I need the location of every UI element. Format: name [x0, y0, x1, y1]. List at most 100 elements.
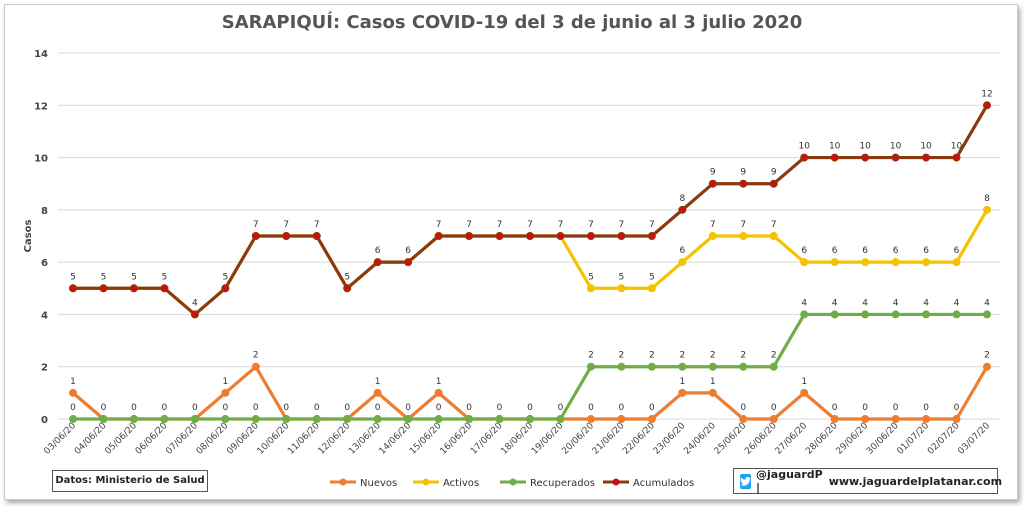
data-label-recuperados: 2 — [740, 351, 746, 361]
x-tick-label: 07/06/20 — [164, 421, 200, 457]
data-label-recuperados: 2 — [649, 351, 655, 361]
data-point-recuperados — [891, 310, 900, 319]
data-label-activos: 8 — [984, 194, 990, 204]
data-label-acumulados: 7 — [619, 220, 625, 230]
x-tick-label: 28/06/20 — [804, 421, 840, 457]
data-point-acumulados — [556, 232, 565, 240]
x-tick-label: 23/06/20 — [652, 421, 688, 457]
data-label-recuperados: 4 — [832, 298, 838, 308]
data-label-acumulados: 6 — [375, 246, 381, 256]
data-label-nuevos: 0 — [588, 403, 594, 413]
data-point-recuperados — [922, 310, 931, 319]
data-point-activos — [800, 258, 809, 267]
data-label-acumulados: 7 — [527, 220, 533, 230]
data-point-acumulados — [221, 284, 230, 293]
data-point-acumulados — [434, 232, 443, 240]
x-tick-label: 01/07/20 — [896, 421, 932, 457]
data-point-acumulados — [617, 232, 626, 240]
data-label-nuevos: 1 — [375, 377, 381, 387]
data-point-activos — [769, 232, 778, 240]
data-point-acumulados — [861, 153, 870, 162]
data-point-recuperados — [617, 362, 626, 371]
data-label-activos: 6 — [832, 246, 838, 256]
y-tick-label: 0 — [41, 415, 48, 426]
data-label-recuperados: 4 — [801, 298, 807, 308]
data-point-activos — [983, 205, 991, 214]
data-point-recuperados — [708, 362, 717, 371]
data-point-activos — [739, 232, 748, 240]
chart-title: SARAPIQUÍ: Casos COVID-19 del 3 de junio… — [221, 12, 803, 33]
data-point-recuperados — [221, 415, 230, 423]
legend-label-activos: Activos — [443, 478, 479, 489]
data-point-acumulados — [495, 232, 504, 240]
data-point-nuevos — [861, 415, 870, 423]
data-point-recuperados — [69, 415, 77, 423]
data-label-nuevos: 1 — [801, 377, 807, 387]
data-point-activos — [586, 284, 595, 293]
data-label-nuevos: 0 — [893, 403, 899, 413]
data-point-nuevos — [769, 415, 778, 423]
y-tick-label: 2 — [41, 363, 48, 374]
y-tick-label: 14 — [34, 49, 48, 60]
data-point-acumulados — [129, 284, 138, 293]
data-point-nuevos — [617, 415, 626, 423]
data-point-recuperados — [434, 415, 443, 423]
data-point-recuperados — [343, 415, 352, 423]
x-tick-label: 14/06/20 — [378, 421, 414, 457]
data-label-nuevos: 0 — [649, 403, 655, 413]
data-label-acumulados: 7 — [558, 220, 564, 230]
data-point-activos — [617, 284, 626, 293]
data-point-nuevos — [586, 415, 595, 423]
data-point-acumulados — [678, 205, 687, 214]
data-point-recuperados — [373, 415, 382, 423]
x-tick-label: 21/06/20 — [591, 421, 627, 457]
data-label-recuperados: 2 — [710, 351, 716, 361]
data-label-recuperados: 0 — [527, 403, 533, 413]
x-tick-label: 18/06/20 — [499, 421, 535, 457]
data-label-activos: 5 — [619, 272, 625, 282]
data-label-activos: 6 — [893, 246, 899, 256]
data-point-recuperados — [190, 415, 199, 423]
x-tick-label: 25/06/20 — [713, 421, 749, 457]
x-tick-label: 24/06/20 — [682, 421, 718, 457]
x-tick-label: 03/07/20 — [956, 421, 992, 457]
data-point-nuevos — [739, 415, 748, 423]
data-point-recuperados — [495, 415, 504, 423]
data-point-activos — [952, 258, 961, 267]
x-tick-label: 04/06/20 — [73, 421, 109, 457]
data-label-nuevos: 2 — [984, 351, 990, 361]
data-label-activos: 7 — [710, 220, 716, 230]
x-tick-label: 02/07/20 — [926, 421, 962, 457]
data-label-acumulados: 7 — [314, 220, 320, 230]
data-label-nuevos: 1 — [436, 377, 442, 387]
data-point-nuevos — [251, 362, 260, 371]
data-point-acumulados — [769, 179, 778, 188]
data-point-recuperados — [586, 362, 595, 371]
data-label-acumulados: 10 — [829, 142, 841, 152]
data-label-nuevos: 1 — [710, 377, 716, 387]
x-tick-label: 20/06/20 — [560, 421, 596, 457]
data-label-acumulados: 10 — [920, 142, 932, 152]
data-point-acumulados — [160, 284, 169, 293]
data-point-activos — [891, 258, 900, 267]
data-label-activos: 7 — [740, 220, 746, 230]
x-tick-label: 19/06/20 — [530, 421, 566, 457]
x-tick-label: 03/06/20 — [42, 421, 78, 457]
data-label-recuperados: 0 — [466, 403, 472, 413]
twitter-handle: @jaguardP | — [756, 468, 823, 494]
data-point-recuperados — [678, 362, 687, 371]
data-point-nuevos — [221, 388, 230, 397]
data-label-recuperados: 0 — [131, 403, 137, 413]
data-label-recuperados: 0 — [253, 403, 259, 413]
data-label-acumulados: 5 — [101, 272, 107, 282]
data-label-nuevos: 0 — [771, 403, 777, 413]
legend-label-recuperados: Recuperados — [530, 478, 595, 489]
data-point-activos — [678, 258, 687, 267]
data-point-activos — [861, 258, 870, 267]
chart-frame — [4, 4, 1018, 500]
data-label-acumulados: 5 — [162, 272, 168, 282]
data-label-recuperados: 2 — [619, 351, 625, 361]
data-label-acumulados: 6 — [405, 246, 411, 256]
data-label-recuperados: 4 — [893, 298, 899, 308]
